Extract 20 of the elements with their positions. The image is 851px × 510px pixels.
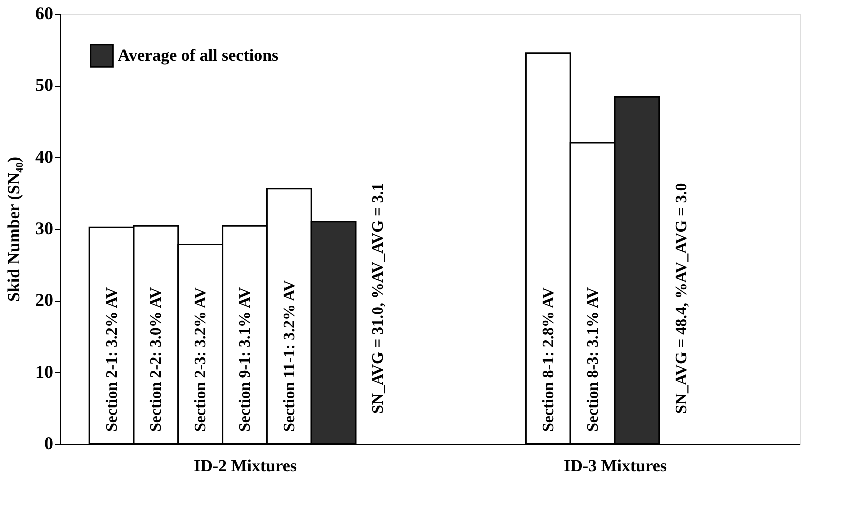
y-tick-label: 20: [36, 290, 54, 310]
y-tick-label: 30: [36, 218, 54, 238]
y-tick-label: 0: [44, 434, 54, 454]
series-label: Section 11-1: 3.2% AV: [281, 280, 298, 432]
y-tick-label: 60: [36, 4, 54, 24]
series-label: Section 2-2: 3.0% AV: [148, 286, 166, 432]
y-tick-label: 40: [36, 146, 54, 167]
x-tick-label: ID-3 Mixtures: [564, 456, 668, 476]
series-label: Section 8-3: 3.1% AV: [584, 286, 602, 432]
legend-label: Average of all sections: [118, 46, 280, 65]
x-tick-label: ID-2 Mixtures: [194, 456, 298, 476]
y-tick-label: 10: [36, 362, 54, 382]
y-axis-title: Skid Number (SN₄₀): [4, 157, 24, 302]
series-label: Section 8-1: 2.8% AV: [540, 286, 558, 432]
annotation: SN_AVG = 48.4, %AV_AVG = 3.0: [674, 183, 691, 414]
annotation: SN_AVG = 31.0, %AV_AVG = 3.1: [370, 183, 388, 414]
y-tick-label: 50: [36, 75, 54, 96]
series-label: Section 9-1: 3.1% AV: [237, 286, 254, 432]
series-label: Section 2-3: 3.2% AV: [192, 286, 210, 432]
series-label: Section 2-1: 3.2% AV: [104, 286, 121, 432]
